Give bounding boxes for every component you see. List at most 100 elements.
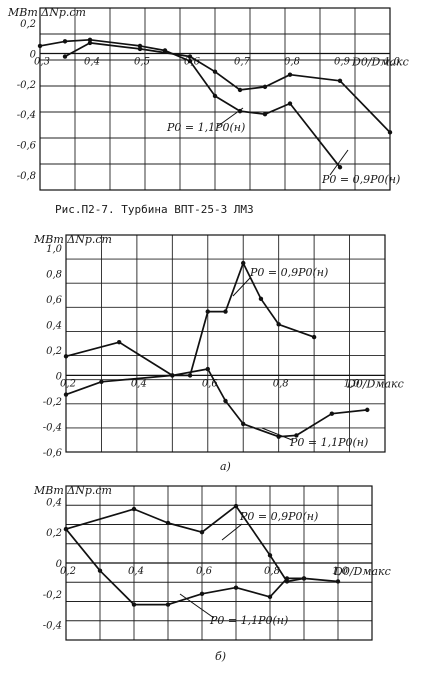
legend-leader	[221, 523, 243, 541]
y-tick-label: -0,8	[17, 171, 36, 182]
data-point	[199, 591, 205, 596]
y-tick-label: 0,8	[46, 269, 62, 280]
data-point	[199, 530, 205, 535]
y-axis-label: МВт ΔNр.ст	[7, 6, 86, 19]
data-point	[116, 340, 122, 345]
x-tick-label: 1,0	[344, 378, 361, 389]
y-tick-label: 0	[30, 50, 37, 61]
data-point	[205, 366, 210, 372]
data-point	[165, 520, 171, 526]
legend-leader	[232, 277, 251, 297]
x-tick-label: 0,7	[234, 57, 251, 68]
y-tick-label: -0,2	[43, 590, 62, 601]
data-point	[365, 407, 370, 413]
data-point	[241, 260, 246, 266]
y-axis-label: МВт ΔNр.ст	[33, 233, 112, 246]
data-point	[137, 46, 143, 52]
x-tick-label: 0,4	[131, 378, 147, 389]
data-point	[63, 526, 69, 532]
data-point	[170, 373, 175, 378]
x-axis-label: D0/Dмакс	[346, 377, 404, 390]
data-point	[63, 392, 69, 397]
data-point	[267, 553, 273, 558]
series-line	[64, 42, 391, 134]
x-tick-label: 0,2	[60, 378, 76, 389]
y-tick-label: 0,4	[46, 320, 62, 331]
data-point	[233, 503, 239, 509]
data-point	[62, 39, 68, 44]
legend-label: P0 = 0,9P0(н)	[249, 266, 328, 279]
legend-leader	[261, 427, 293, 441]
y-tick-label: 1,0	[46, 244, 63, 255]
data-point	[329, 411, 335, 416]
y-tick-label: -0,6	[43, 448, 63, 459]
y-tick-label: -0,2	[43, 397, 62, 408]
x-axis-label: D0/Dмакс	[333, 565, 391, 578]
y-tick-label: -0,6	[17, 141, 37, 152]
x-tick-label: 0,6	[196, 566, 213, 577]
plot-frame	[39, 7, 391, 191]
data-point	[262, 111, 268, 117]
x-tick-label: 0,6	[184, 57, 201, 68]
x-axis-label: D0/Dмакс	[351, 56, 409, 69]
legend-leader	[329, 149, 349, 176]
x-tick-label: 0,2	[60, 566, 76, 577]
x-tick-label: 1,0	[384, 57, 401, 68]
data-point	[284, 576, 290, 581]
data-point	[301, 576, 307, 581]
x-tick-label: 0,8	[264, 566, 280, 577]
legend-label: P0 = 1,1P0(н)	[289, 436, 368, 449]
y-tick-label: 0,2	[20, 19, 36, 30]
series-line	[65, 262, 315, 396]
data-point	[223, 309, 228, 314]
data-point	[137, 43, 143, 49]
data-point	[294, 433, 299, 438]
y-tick-label: 0,6	[46, 295, 63, 306]
x-tick-label: 0,4	[128, 566, 144, 577]
series-line	[65, 341, 369, 438]
data-point	[311, 334, 317, 340]
data-point	[337, 165, 343, 170]
data-point	[187, 373, 193, 378]
data-point	[131, 506, 137, 512]
x-tick-label: 1,0	[332, 566, 349, 577]
y-tick-label: 0	[56, 559, 63, 570]
y-tick-label: 0,2	[46, 528, 62, 539]
data-point	[237, 108, 243, 114]
y-tick-label: 0	[56, 371, 63, 382]
data-point	[97, 568, 103, 573]
data-point	[131, 602, 137, 607]
data-point	[335, 579, 341, 584]
data-point	[212, 69, 218, 74]
data-point	[63, 354, 69, 359]
x-tick-label: 0,5	[134, 57, 150, 68]
data-point	[187, 54, 193, 59]
data-point	[62, 54, 68, 59]
data-point	[37, 43, 43, 49]
x-tick-label: 0,8	[273, 378, 289, 389]
data-point	[241, 421, 246, 427]
y-axis-label: МВт ΔNр.ст	[33, 484, 112, 497]
data-point	[267, 594, 273, 600]
legend-leader	[217, 107, 244, 127]
x-tick-label: 0,6	[202, 378, 219, 389]
data-point	[258, 296, 264, 302]
legend-label: P0 = 1,1P0(н)	[209, 614, 288, 627]
data-point	[87, 40, 93, 46]
figure-caption: б)	[215, 650, 226, 663]
data-point	[205, 309, 210, 314]
y-tick-label: 0,2	[46, 346, 62, 357]
plot-frame	[65, 234, 386, 453]
y-tick-label: -0,4	[43, 621, 62, 632]
x-tick-label: 0,9	[334, 57, 351, 68]
data-point	[287, 72, 293, 77]
data-point	[223, 398, 228, 404]
data-point	[337, 78, 343, 84]
data-point	[233, 585, 239, 590]
y-tick-label: 0,4	[46, 497, 62, 508]
figure-caption: а)	[220, 460, 231, 473]
data-point	[276, 322, 281, 327]
data-point	[287, 101, 293, 106]
legend-label: P0 = 0,9P0(н)	[321, 173, 400, 186]
